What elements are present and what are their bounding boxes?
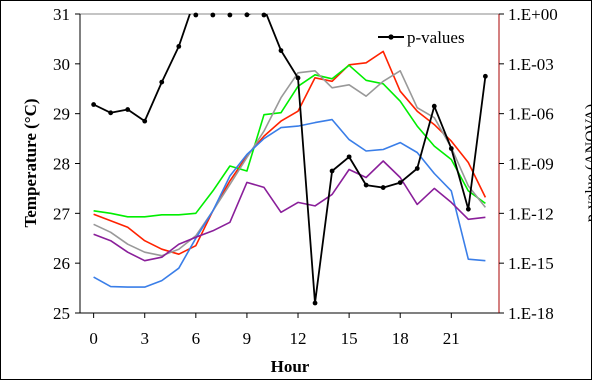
x-tick-label: 0	[89, 329, 98, 348]
y-right-tick-label: 1.E-15	[508, 254, 554, 273]
x-tick-label: 15	[341, 329, 358, 348]
y-axis-left-title: Temperature (°C)	[21, 98, 40, 227]
y-right-tick-label: 1.E-09	[508, 155, 554, 174]
x-axis-title: Hour	[271, 357, 310, 376]
legend-label-p-values: p-values	[407, 28, 465, 47]
x-tick-label: 6	[192, 329, 201, 348]
markers-layer	[91, 12, 488, 306]
series-line-series-3	[93, 70, 487, 257]
y-right-tick-label: 1.E-06	[508, 105, 554, 124]
point-p-values	[346, 154, 352, 160]
point-p-values	[278, 48, 284, 53]
y-left-tick-label: 28	[53, 155, 70, 174]
point-p-values	[295, 75, 301, 81]
y-axis-right-title: p-value (ANOVA)	[583, 104, 592, 222]
y-right-tick-label: 1.E-12	[508, 204, 554, 223]
point-p-values	[193, 12, 199, 18]
series-line-series-5	[93, 160, 486, 262]
point-p-values	[108, 110, 114, 116]
x-tick-label: 9	[243, 329, 252, 348]
y-right-tick-label: 1.E-03	[508, 55, 554, 74]
point-p-values	[414, 166, 420, 171]
point-p-values	[482, 73, 488, 79]
point-p-values	[244, 12, 250, 18]
y-left-tick-label: 26	[53, 254, 70, 273]
point-p-values	[448, 146, 454, 151]
x-tick-label: 18	[392, 329, 409, 348]
x-tick-label: 3	[140, 329, 149, 348]
series-line-series-1	[93, 50, 487, 255]
point-p-values	[380, 185, 386, 190]
series-line-series-2	[93, 64, 486, 218]
point-p-values	[329, 168, 335, 174]
y-right-tick-label: 1.E+00	[508, 5, 558, 24]
series-layer	[93, 14, 487, 304]
point-p-values	[142, 118, 148, 124]
point-p-values	[227, 12, 233, 18]
y-right-tick-label: 1.E-18	[508, 304, 554, 323]
legend-marker-p-values	[388, 34, 394, 40]
point-p-values	[431, 103, 437, 109]
y-left-tick-label: 29	[53, 105, 70, 124]
y-left-tick-label: 27	[53, 204, 71, 223]
legend: p-values	[378, 28, 465, 47]
series-line-p-values	[93, 14, 487, 304]
point-p-values	[176, 43, 182, 49]
y-left-tick-label: 30	[53, 55, 70, 74]
point-p-values	[397, 180, 403, 186]
point-p-values	[465, 206, 471, 212]
point-p-values	[125, 107, 131, 112]
point-p-values	[91, 102, 97, 107]
point-p-values	[159, 79, 165, 85]
point-p-values	[261, 12, 267, 18]
plot-area	[79, 13, 500, 314]
y-left-tick-label: 25	[53, 304, 70, 323]
point-p-values	[210, 12, 216, 18]
y-left-tick-label: 31	[53, 5, 70, 24]
point-p-values	[312, 300, 318, 306]
point-p-values	[363, 182, 369, 188]
x-tick-label: 21	[443, 329, 460, 348]
x-tick-label: 12	[290, 329, 307, 348]
